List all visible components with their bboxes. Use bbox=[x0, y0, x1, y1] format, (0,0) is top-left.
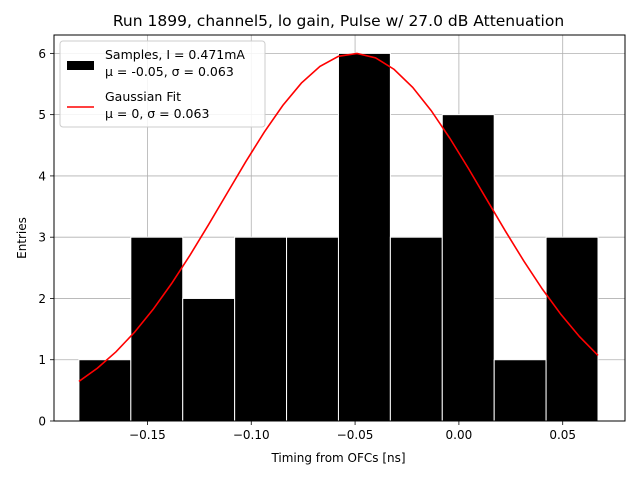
legend: Samples, I = 0.471mA μ = -0.05, σ = 0.063… bbox=[59, 40, 266, 128]
histogram-bar bbox=[389, 236, 443, 422]
x-tick-label: 0.00 bbox=[446, 428, 473, 442]
legend-label: Gaussian Fit bbox=[105, 89, 181, 104]
gaussian-fit bbox=[78, 52, 599, 383]
y-tick-label: 3 bbox=[38, 231, 46, 245]
x-tick-label: −0.05 bbox=[337, 428, 374, 442]
histogram-bar bbox=[286, 236, 339, 422]
legend-stats: μ = -0.05, σ = 0.063 bbox=[105, 64, 234, 79]
gaussian-fit-line bbox=[78, 52, 599, 383]
y-tick-label: 5 bbox=[38, 108, 46, 122]
legend-box bbox=[59, 40, 266, 128]
y-tick-label: 0 bbox=[38, 415, 46, 429]
x-tick-label: −0.15 bbox=[129, 428, 166, 442]
histogram-bar bbox=[78, 359, 132, 422]
histogram-bar bbox=[493, 359, 547, 422]
axis-ticks: −0.15 −0.10 −0.05 0.00 0.05 0 1 2 3 4 5 6 bbox=[38, 47, 576, 442]
x-axis-label: Timing from OFCs [ns] bbox=[270, 451, 405, 465]
x-tick-label: −0.10 bbox=[233, 428, 270, 442]
y-tick-label: 6 bbox=[38, 47, 46, 61]
y-axis-label: Entries bbox=[15, 217, 29, 259]
histogram-bar bbox=[234, 236, 288, 422]
histogram-bar bbox=[182, 297, 236, 422]
legend-label: Samples, I = 0.471mA bbox=[105, 47, 245, 62]
histogram-bar bbox=[441, 114, 495, 422]
y-tick-label: 1 bbox=[38, 353, 46, 367]
y-tick-label: 2 bbox=[38, 292, 46, 306]
plot-frame bbox=[53, 34, 626, 422]
chart-title: Run 1899, channel5, lo gain, Pulse w/ 27… bbox=[113, 12, 564, 30]
x-tick-label: 0.05 bbox=[549, 428, 576, 442]
legend-samples-swatch bbox=[67, 61, 94, 70]
histogram-bar bbox=[337, 52, 391, 422]
y-tick-label: 4 bbox=[38, 169, 46, 183]
legend-stats: μ = 0, σ = 0.063 bbox=[105, 106, 209, 121]
histogram-bars bbox=[78, 52, 599, 422]
histogram-bar bbox=[130, 236, 184, 422]
histogram-bar bbox=[545, 236, 599, 422]
